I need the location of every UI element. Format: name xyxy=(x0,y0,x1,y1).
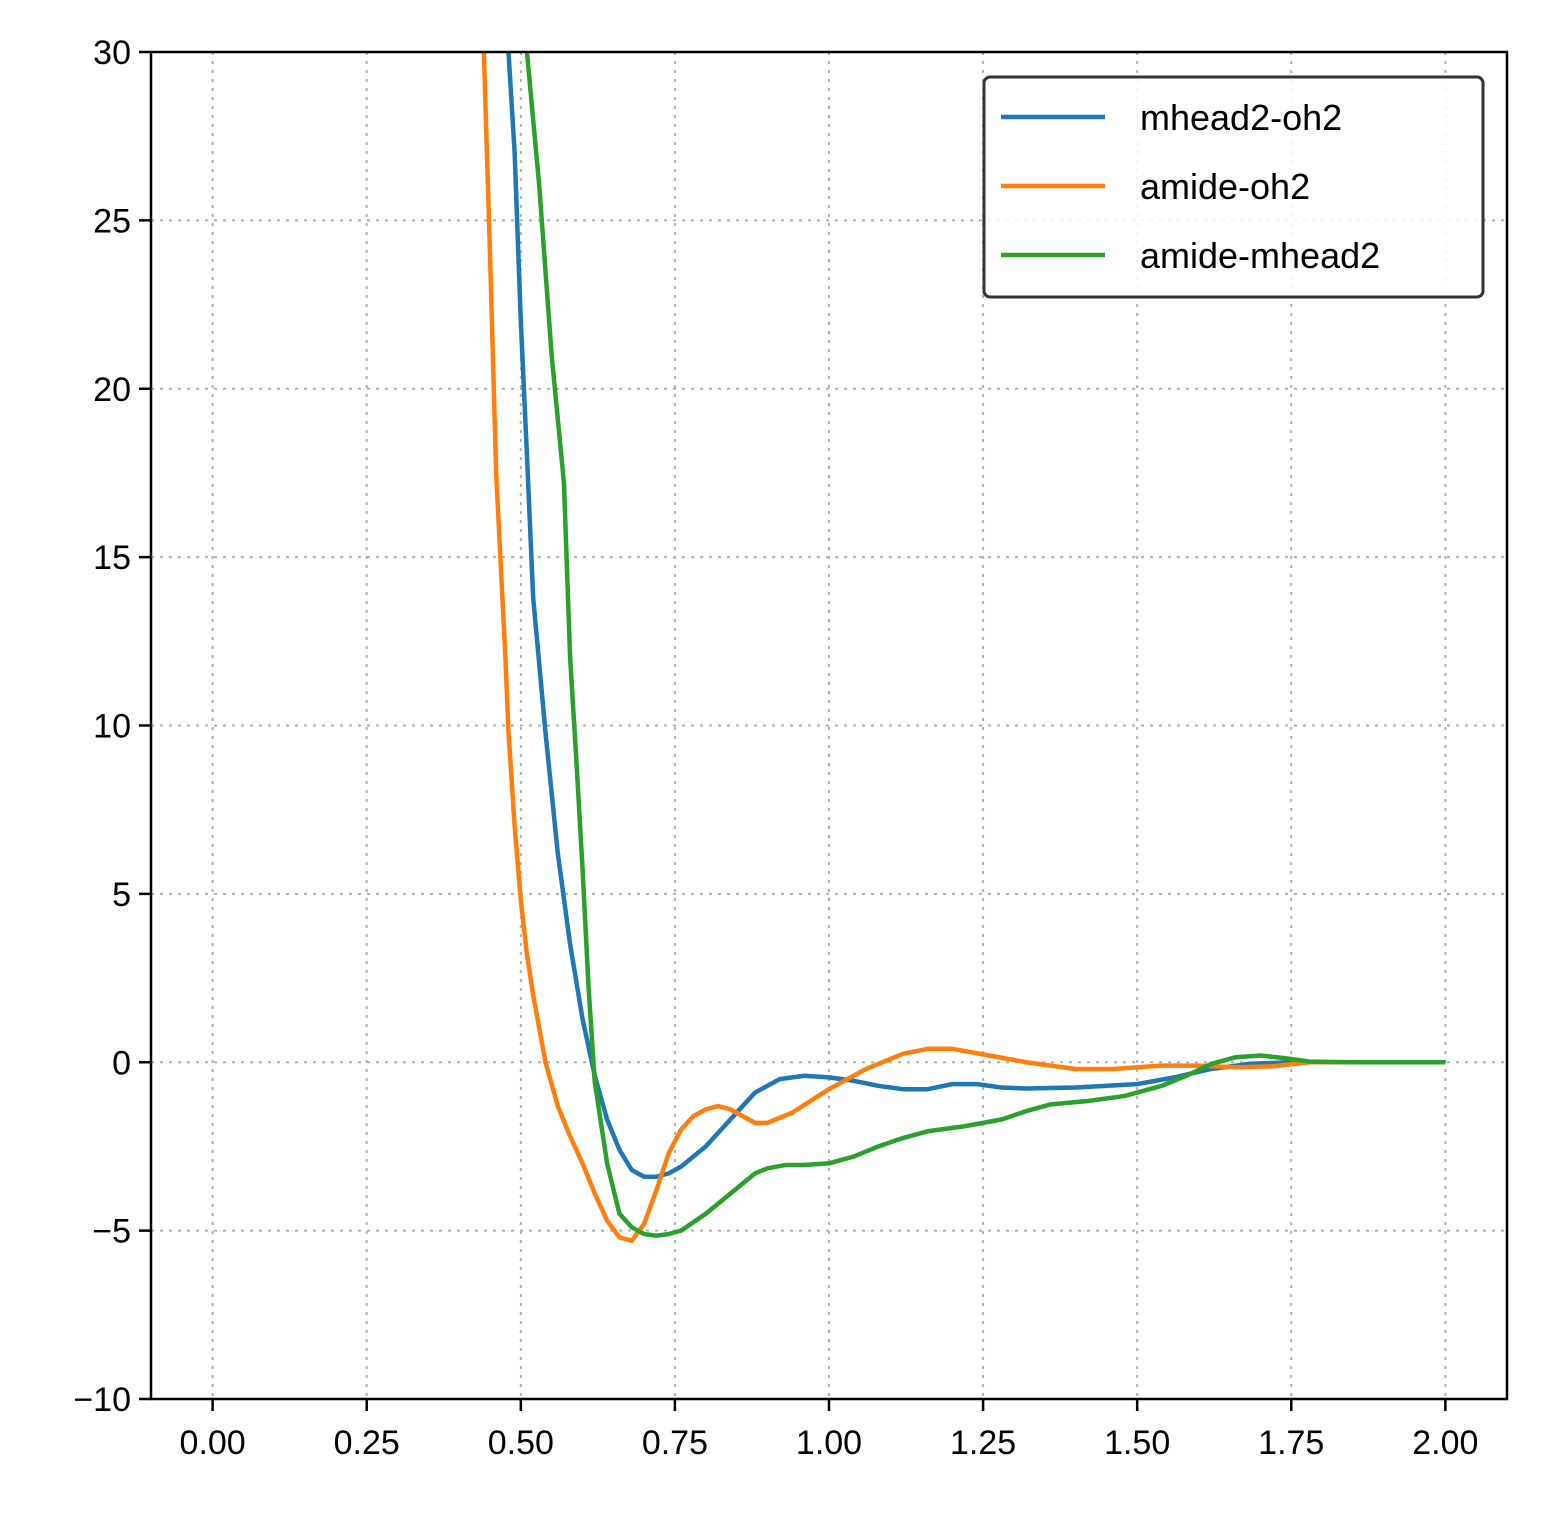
legend-label: amide-mhead2 xyxy=(1140,235,1380,276)
y-axis-ticks: −10 −5 0 5 10 15 20 25 30 xyxy=(73,34,151,1419)
y-tick-label: −5 xyxy=(92,1213,131,1251)
y-tick-label: 10 xyxy=(93,708,131,746)
series-lines xyxy=(481,52,1446,1243)
legend-label: mhead2-oh2 xyxy=(1140,97,1342,138)
series-line-amide-oh2 xyxy=(481,52,1446,1243)
x-tick-label: 1.75 xyxy=(1258,1424,1324,1462)
x-tick-label: 2.00 xyxy=(1412,1424,1478,1462)
y-tick-label: 15 xyxy=(93,539,131,577)
x-tick-label: 0.75 xyxy=(642,1424,708,1462)
legend-frame xyxy=(982,75,1485,299)
y-tick-label: 20 xyxy=(93,371,131,409)
y-tick-label: 30 xyxy=(93,34,131,72)
grid-lines xyxy=(151,52,1507,1399)
x-axis-ticks: 0.00 0.25 0.50 0.75 1.00 1.25 1.50 1.75 2.00 xyxy=(180,1399,1478,1462)
y-tick-label: 0 xyxy=(112,1044,131,1082)
x-tick-label: 1.25 xyxy=(950,1424,1016,1462)
series-line-amide-mhead2 xyxy=(524,52,1446,1238)
x-tick-label: 1.00 xyxy=(796,1424,862,1462)
x-tick-label: 1.50 xyxy=(1104,1424,1170,1462)
series-line-mhead2-oh2 xyxy=(506,52,1446,1179)
x-tick-label: 0.00 xyxy=(180,1424,246,1462)
y-tick-label: 5 xyxy=(112,876,131,914)
x-tick-label: 0.25 xyxy=(334,1424,400,1462)
legend-label: amide-oh2 xyxy=(1140,166,1310,207)
legend: mhead2-oh2 amide-oh2 amide-mhead2 xyxy=(982,75,1485,299)
legend-entries: mhead2-oh2 amide-oh2 amide-mhead2 xyxy=(1001,97,1380,276)
y-tick-label: 25 xyxy=(93,202,131,240)
x-tick-label: 0.50 xyxy=(488,1424,554,1462)
y-tick-label: −10 xyxy=(73,1381,131,1419)
